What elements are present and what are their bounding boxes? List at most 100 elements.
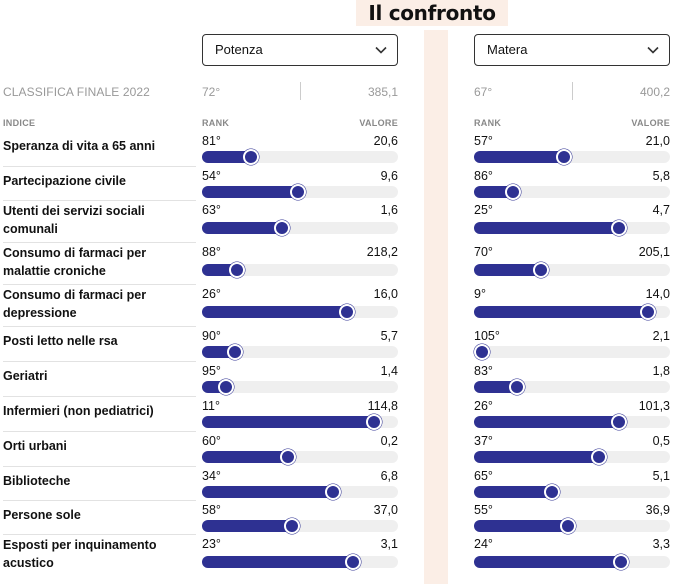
value-right: 1,8 (652, 364, 670, 378)
indicator-row: Utenti dei servizi sociali comunali 63° 1,… (0, 200, 682, 242)
header-rank-right: RANK (474, 118, 502, 128)
indicator-label: Infermieri (non pediatrici) (3, 404, 154, 418)
bar-fill-left (202, 416, 374, 428)
bar-track-right (474, 149, 670, 165)
bar-track-right (474, 518, 670, 534)
city-select-right[interactable]: Matera (474, 34, 670, 66)
rank-right: 70° (474, 245, 493, 259)
header-valore-right: VALORE (631, 118, 670, 128)
city-select-left[interactable]: Potenza (202, 34, 398, 66)
bar-knob-left (339, 304, 355, 320)
classifica-separator (300, 82, 301, 100)
rank-right: 37° (474, 434, 493, 448)
value-left: 1,4 (380, 364, 398, 378)
row-separator (3, 396, 196, 397)
indicator-row: Posti letto nelle rsa 90° 5,7 105° 2,1 (0, 326, 682, 361)
header-rank-left: RANK (202, 118, 230, 128)
bar-knob-right (591, 449, 607, 465)
classifica-label: CLASSIFICA FINALE 2022 (3, 85, 150, 99)
indicator-label: Consumo di farmaci per malattie croniche (3, 246, 147, 278)
bar-knob-left (325, 484, 341, 500)
rank-right: 26° (474, 399, 493, 413)
bar-fill-left (202, 520, 292, 532)
column-divider (424, 30, 448, 584)
bar-knob-left (274, 220, 290, 236)
row-separator (3, 242, 196, 243)
bar-fill-right (474, 556, 621, 568)
value-right: 3,3 (652, 537, 670, 551)
bar-fill-right (474, 222, 619, 234)
bar-knob-left (345, 554, 361, 570)
value-right: 36,9 (645, 503, 670, 517)
chevron-down-icon (375, 46, 387, 54)
bar-fill-right (474, 186, 513, 198)
bar-track-left (202, 220, 398, 236)
value-left: 114,8 (367, 399, 398, 413)
bar-track-left (202, 304, 398, 320)
bar-fill-right (474, 451, 599, 463)
value-left: 20,6 (373, 134, 398, 148)
rank-left: 88° (202, 245, 221, 259)
bar-track-left (202, 344, 398, 360)
bar-knob-right (640, 304, 656, 320)
bar-track-right (474, 220, 670, 236)
bar-knob-right (544, 484, 560, 500)
classifica-separator (572, 82, 573, 100)
rank-right: 25° (474, 203, 493, 217)
bar-knob-right (560, 518, 576, 534)
rank-left: 63° (202, 203, 221, 217)
row-separator (3, 200, 196, 201)
row-separator (3, 284, 196, 285)
row-separator (3, 431, 196, 432)
indicator-row: Consumo di farmaci per malattie croniche… (0, 242, 682, 284)
value-left: 0,2 (380, 434, 398, 448)
rank-left: 26° (202, 287, 221, 301)
indicator-label: Biblioteche (3, 474, 71, 488)
bar-knob-left (243, 149, 259, 165)
indicator-row: Orti urbani 60° 0,2 37° 0,5 (0, 431, 682, 466)
bar-knob-left (280, 449, 296, 465)
bar-knob-right (509, 379, 525, 395)
city-select-right-value: Matera (487, 42, 528, 57)
indicator-label: Partecipazione civile (3, 174, 126, 188)
indicator-row: Partecipazione civile 54° 9,6 86° 5,8 (0, 166, 682, 200)
bar-track-right (474, 414, 670, 430)
rank-left: 60° (202, 434, 221, 448)
classifica-value-right: 400,2 (639, 85, 670, 99)
value-right: 5,1 (652, 469, 670, 483)
value-left: 9,6 (380, 169, 398, 183)
bar-knob-left (284, 518, 300, 534)
bar-track-right (474, 484, 670, 500)
bar-knob-left (366, 414, 382, 430)
bar-track-left (202, 184, 398, 200)
bar-fill-right (474, 416, 619, 428)
row-separator (3, 466, 196, 467)
bar-knob-right (611, 220, 627, 236)
indicator-row: Consumo di farmaci per depressione 26° 16,… (0, 284, 682, 326)
bar-knob-right (505, 184, 521, 200)
bar-knob-right (474, 344, 490, 360)
bar-track-left (202, 449, 398, 465)
value-left: 37,0 (373, 503, 398, 517)
bar-track-right (474, 449, 670, 465)
bar-track-left (202, 414, 398, 430)
header-valore-left: VALORE (359, 118, 398, 128)
value-right: 0,5 (652, 434, 670, 448)
bar-knob-right (611, 414, 627, 430)
row-separator (3, 166, 196, 167)
value-left: 3,1 (380, 537, 398, 551)
bar-track-left (202, 484, 398, 500)
bar-fill-left (202, 186, 298, 198)
bar-fill-left (202, 451, 288, 463)
bar-knob-right (613, 554, 629, 570)
row-separator (3, 361, 196, 362)
indicator-label: Esposti per inquinamento acustico (3, 538, 157, 570)
bar-track-left (202, 379, 398, 395)
rank-left: 34° (202, 469, 221, 483)
bar-fill-right (474, 486, 552, 498)
indicator-row: Infermieri (non pediatrici) 11° 114,8 26° 10… (0, 396, 682, 431)
bar-fill-left (202, 306, 347, 318)
rank-right: 65° (474, 469, 493, 483)
indicator-label: Consumo di farmaci per depressione (3, 288, 147, 320)
rank-right: 55° (474, 503, 493, 517)
